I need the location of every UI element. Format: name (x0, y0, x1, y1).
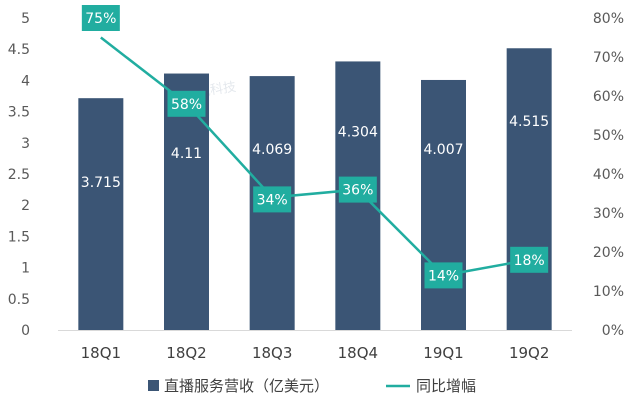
bar-value-label: 4.11 (171, 146, 202, 162)
y-left-tick-label: 2.5 (8, 167, 30, 183)
y-left-tick-label: 3.5 (8, 105, 30, 121)
line-label: 75% (81, 5, 120, 31)
bar (421, 79, 466, 331)
line-label-box (338, 176, 377, 203)
y-left-tick-label: 3 (21, 136, 30, 152)
line-label-box (253, 186, 292, 213)
y-right-tick-label: 10% (593, 284, 624, 300)
y-left-tick-label: 0 (21, 323, 30, 339)
y-right-tick-label: 40% (593, 167, 624, 183)
y-right-tick-label: 80% (593, 11, 624, 27)
x-tick-label: 19Q2 (509, 344, 549, 362)
line-label-text: 18% (514, 253, 545, 269)
line-label: 34% (253, 186, 292, 213)
line-label: 36% (338, 176, 377, 203)
bar-value-label: 4.069 (252, 142, 292, 158)
line-label-text: 14% (428, 268, 459, 284)
bar-value-label: 4.515 (509, 114, 549, 130)
legend-label-bar: 直播服务营收（亿美元） (164, 377, 329, 395)
line-label-box (167, 90, 206, 117)
line-label-text: 58% (171, 97, 202, 113)
line-label-box (510, 246, 549, 273)
y-left-tick-label: 5 (21, 11, 30, 27)
y-left-tick-label: 0.5 (8, 292, 30, 308)
bar (506, 48, 552, 330)
bar-value-label: 4.007 (423, 142, 463, 158)
line-label: 58% (167, 90, 206, 117)
line-label-text: 75% (85, 11, 116, 27)
line-label-box (424, 262, 463, 289)
y-left-tick-label: 1.5 (8, 229, 30, 245)
legend-label-line: 同比增幅 (416, 377, 476, 395)
x-tick-label: 19Q1 (423, 344, 463, 362)
bar-value-label: 3.715 (81, 175, 121, 191)
y-right-tick-label: 30% (593, 206, 624, 222)
line-label-text: 36% (342, 183, 373, 199)
line-label: 14% (424, 262, 463, 289)
line-label-text: 34% (257, 192, 288, 208)
bar-value-label: 4.304 (338, 125, 378, 141)
y-left-tick-label: 4 (21, 73, 30, 89)
y-left-tick-label: 1 (21, 261, 30, 277)
x-tick-label: 18Q3 (252, 344, 292, 362)
y-left-tick-label: 4.5 (8, 42, 30, 58)
y-left-tick-label: 2 (21, 198, 30, 214)
y-right-tick-label: 50% (593, 128, 624, 144)
line-label: 18% (510, 246, 549, 273)
x-tick-label: 18Q2 (166, 344, 206, 362)
y-right-tick-label: 60% (593, 89, 624, 105)
bar (78, 98, 124, 331)
y-right-tick-label: 70% (593, 50, 624, 66)
legend-swatch-bar (148, 380, 159, 391)
x-tick-label: 18Q1 (81, 344, 121, 362)
y-right-tick-label: 20% (593, 245, 624, 261)
x-tick-label: 18Q4 (338, 344, 378, 362)
y-right-tick-label: 0% (602, 323, 624, 339)
line-label-box (81, 5, 120, 31)
